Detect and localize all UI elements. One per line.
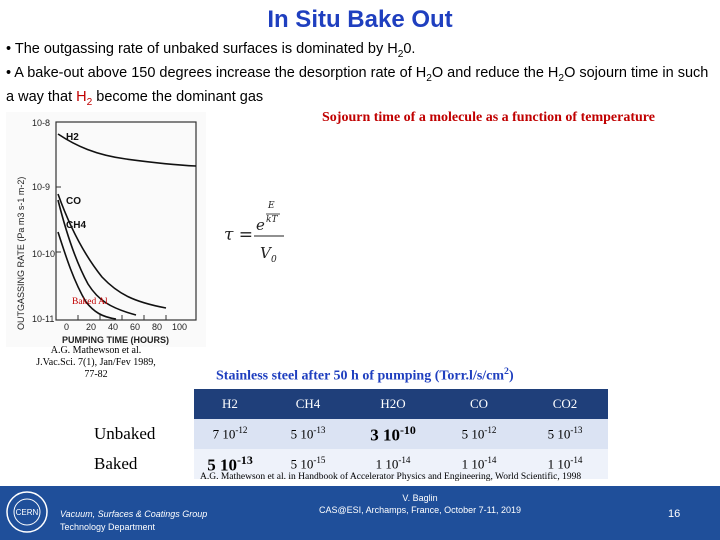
curve-co <box>57 193 167 309</box>
x-tick: 60 <box>130 322 140 332</box>
group-name: Vacuum, Surfaces & Coatings Group <box>60 509 208 519</box>
column-header: CH4 <box>266 389 350 419</box>
footer-left: Vacuum, Surfaces & Coatings Group Techno… <box>60 508 207 534</box>
x-axis-label: PUMPING TIME (HOURS) <box>62 335 169 345</box>
x-tick: 40 <box>108 322 118 332</box>
x-tick: 0 <box>64 322 69 332</box>
outgassing-plot: OUTGASSING RATE (Pa m3 s-1 m-2) 10-8 10-… <box>6 112 206 347</box>
curve-ch4 <box>57 199 137 316</box>
footer-center: V. Baglin CAS@ESI, Archamps, France, Oct… <box>290 492 550 516</box>
bullet-item: • A bake-out above 150 degrees increase … <box>6 64 709 108</box>
curve-label: H2 <box>66 132 79 143</box>
slide-title: In Situ Bake Out <box>267 6 453 33</box>
y-tick: 10-9 <box>32 182 50 192</box>
curve-label: CH4 <box>66 220 86 231</box>
table-cell: 7 10-12 <box>194 419 266 449</box>
page-number: 16 <box>668 508 681 520</box>
curve-baked <box>57 231 117 320</box>
formula-exp-top: E <box>267 201 275 211</box>
y-tick: 10-8 <box>32 118 50 128</box>
table-cell: 1 10-14 <box>436 449 522 479</box>
table-cell: 5 10-13 <box>194 449 266 479</box>
formula-exp-base: e <box>256 216 265 234</box>
y-tick: 10-11 <box>32 314 54 324</box>
table-cell: 1 10-14 <box>522 449 608 479</box>
row-label: Unbaked <box>86 419 194 449</box>
outgassing-table: H2 CH4 H2O CO CO2 Unbaked 7 10-12 5 10-1… <box>86 389 608 479</box>
bullet-item: • The outgassing rate of unbaked surface… <box>6 41 416 60</box>
row-label: Baked <box>86 449 194 479</box>
y-tick: 10-10 <box>32 249 55 259</box>
formula-lhs: τ = <box>224 225 253 245</box>
x-tick: 100 <box>172 322 187 332</box>
curve-label: CO <box>66 196 81 207</box>
x-tick: 20 <box>86 322 96 332</box>
column-header: H2 <box>194 389 266 419</box>
table-cell: 5 10-13 <box>266 419 350 449</box>
table-row: Baked 5 10-13 5 10-15 1 10-14 1 10-14 1 … <box>86 449 608 479</box>
baked-al-label: Baked Al <box>72 297 108 307</box>
y-axis-label: OUTGASSING RATE (Pa m3 s-1 m-2) <box>16 177 26 330</box>
table-caption: Stainless steel after 50 h of pumping (T… <box>216 366 514 384</box>
table-cell: 5 10-12 <box>436 419 522 449</box>
curve-h2 <box>57 133 197 167</box>
formula-exp-bottom: kT <box>266 215 278 225</box>
column-header: H2O <box>350 389 436 419</box>
table-cell: 5 10-13 <box>522 419 608 449</box>
event: CAS@ESI, Archamps, France, October 7-11,… <box>318 505 522 515</box>
table-reference: A.G. Mathewson et al. in Handbook of Acc… <box>200 472 582 482</box>
formula-denominator: V <box>260 244 273 262</box>
bullet-list: • The outgassing rate of unbaked surface… <box>6 40 714 112</box>
section-subtitle: Sojourn time of a molecule as a function… <box>322 110 655 125</box>
slide-footer: CERN Vacuum, Surfaces & Coatings Group T… <box>0 486 720 540</box>
table-row: Unbaked 7 10-12 5 10-13 3 10-10 5 10-12 … <box>86 419 608 449</box>
table-header-row: H2 CH4 H2O CO CO2 <box>86 389 608 419</box>
column-header: CO <box>436 389 522 419</box>
column-header: CO2 <box>522 389 608 419</box>
formula-denominator-sub: 0 <box>271 255 277 263</box>
figure-reference: A.G. Mathewson et al. J.Vac.Sci. 7(1), J… <box>36 345 156 380</box>
table-cell: 1 10-14 <box>350 449 436 479</box>
cern-logo: CERN <box>6 491 48 533</box>
sojourn-formula: τ = e E kT V 0 <box>224 201 284 263</box>
department-name: Technology Department <box>60 522 156 532</box>
table-cell: 3 10-10 <box>350 419 436 449</box>
highlight-text: H2 <box>76 88 93 108</box>
svg-text:CERN: CERN <box>16 508 39 517</box>
x-tick: 80 <box>152 322 162 332</box>
author: V. Baglin <box>402 493 438 503</box>
table-cell: 5 10-15 <box>266 449 350 479</box>
